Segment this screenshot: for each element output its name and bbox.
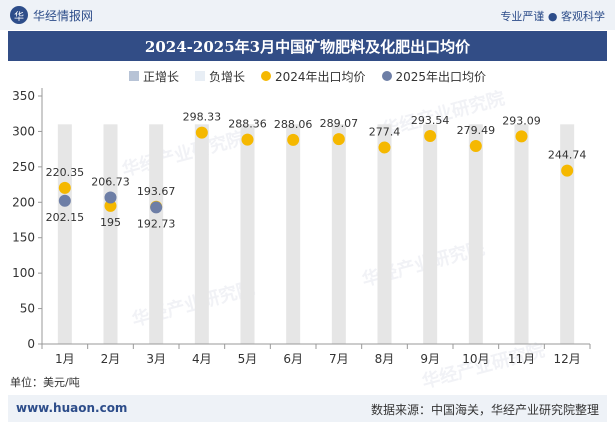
background-bar — [240, 124, 255, 344]
x-tick-label: 2月 — [101, 352, 121, 366]
legend-label: 2025年出口均价 — [395, 69, 487, 84]
legend-label: 2024年出口均价 — [274, 69, 366, 84]
data-label-2024: 195 — [100, 216, 121, 229]
background-bar — [286, 124, 301, 344]
y-tick-label: 50 — [20, 302, 35, 316]
y-tick-label: 300 — [12, 124, 35, 138]
logo-icon: 华 — [10, 6, 28, 24]
y-tick-label: 0 — [27, 337, 35, 351]
point-2025 — [104, 191, 117, 204]
y-tick-label: 150 — [12, 231, 35, 245]
footer: www.huaon.com 数据来源：中国海关，华经产业研究院整理 — [8, 395, 607, 422]
legend-item-negative: 负增长 — [194, 68, 245, 85]
y-tick-label: 250 — [12, 160, 35, 174]
background-bar — [103, 124, 118, 344]
chart-title: 2024-2025年3月中国矿物肥料及化肥出口均价 — [8, 31, 607, 61]
data-label-2024: 298.33 — [183, 111, 222, 124]
data-label-2025: 192.73 — [137, 217, 176, 230]
point-2025 — [150, 201, 163, 214]
x-tick-label: 9月 — [420, 352, 440, 366]
series-2025-dot-icon — [381, 71, 392, 81]
point-2024 — [561, 164, 574, 177]
positive-swatch-icon — [128, 71, 139, 81]
brand-name: 华经情报网 — [33, 8, 94, 23]
data-label-2024: 288.06 — [274, 118, 313, 131]
top-bar: 华 华经情报网 专业严谨 ● 客观科学 — [0, 0, 615, 30]
data-label-2024: 293.54 — [411, 114, 450, 127]
point-2024 — [424, 130, 437, 143]
x-tick-label: 3月 — [146, 352, 166, 366]
negative-swatch-icon — [194, 71, 205, 81]
data-source: 数据来源：中国海关，华经产业研究院整理 — [370, 403, 599, 417]
series-2024-dot-icon — [260, 71, 271, 81]
background-bar — [149, 124, 164, 344]
x-tick-label: 6月 — [283, 352, 303, 366]
background-bar — [468, 124, 483, 344]
point-2024 — [469, 139, 482, 152]
point-2024 — [241, 133, 254, 146]
legend-item-2024: 2024年出口均价 — [260, 68, 366, 85]
legend-label: 正增长 — [142, 69, 179, 84]
background-bar — [331, 124, 346, 344]
legend-item-positive: 正增长 — [128, 68, 179, 85]
background-bar — [560, 124, 575, 344]
y-tick-label: 100 — [12, 266, 35, 280]
data-label-2024: 220.35 — [46, 166, 85, 179]
data-label-2024: 289.07 — [320, 117, 359, 130]
data-label-2024: 244.74 — [548, 149, 587, 162]
legend-item-2025: 2025年出口均价 — [381, 68, 487, 85]
background-bar — [57, 124, 72, 344]
x-tick-label: 12月 — [554, 352, 581, 366]
data-label-2024: 279.49 — [457, 124, 496, 137]
unit-label: 单位：美元/吨 — [10, 376, 80, 389]
x-tick-label: 1月 — [55, 352, 75, 366]
slogan: 专业严谨 ● 客观科学 — [500, 10, 605, 23]
data-label-2024: 288.36 — [228, 118, 267, 131]
point-2025 — [58, 194, 71, 207]
point-2024 — [104, 199, 117, 212]
background-bar — [194, 124, 209, 344]
legend: 正增长 负增长 2024年出口均价 2025年出口均价 — [0, 66, 615, 86]
point-2024 — [287, 133, 300, 146]
point-2024 — [195, 126, 208, 139]
legend-label: 负增长 — [208, 69, 245, 84]
data-label-2025: 206.73 — [91, 176, 130, 189]
x-tick-label: 10月 — [462, 352, 489, 366]
x-tick-label: 5月 — [238, 352, 258, 366]
x-tick-label: 8月 — [375, 352, 395, 366]
background-bar — [423, 124, 438, 344]
point-2024 — [515, 130, 528, 143]
background-bar — [377, 124, 392, 344]
brand: 华 华经情报网 — [10, 6, 93, 24]
background-bar — [514, 124, 529, 344]
point-2024 — [332, 133, 345, 146]
x-tick-label: 4月 — [192, 352, 212, 366]
data-label-2024: 293.09 — [502, 114, 541, 127]
data-label-2024: 193.67 — [137, 185, 176, 198]
data-label-2024: 277.4 — [369, 125, 401, 138]
data-label-2025: 202.15 — [46, 211, 85, 224]
x-tick-label: 11月 — [508, 352, 535, 366]
x-tick-label: 7月 — [329, 352, 349, 366]
y-tick-label: 350 — [12, 89, 35, 103]
y-tick-label: 200 — [12, 195, 35, 209]
site-url[interactable]: www.huaon.com — [16, 401, 128, 415]
point-2024 — [58, 181, 71, 194]
point-2024 — [378, 141, 391, 154]
